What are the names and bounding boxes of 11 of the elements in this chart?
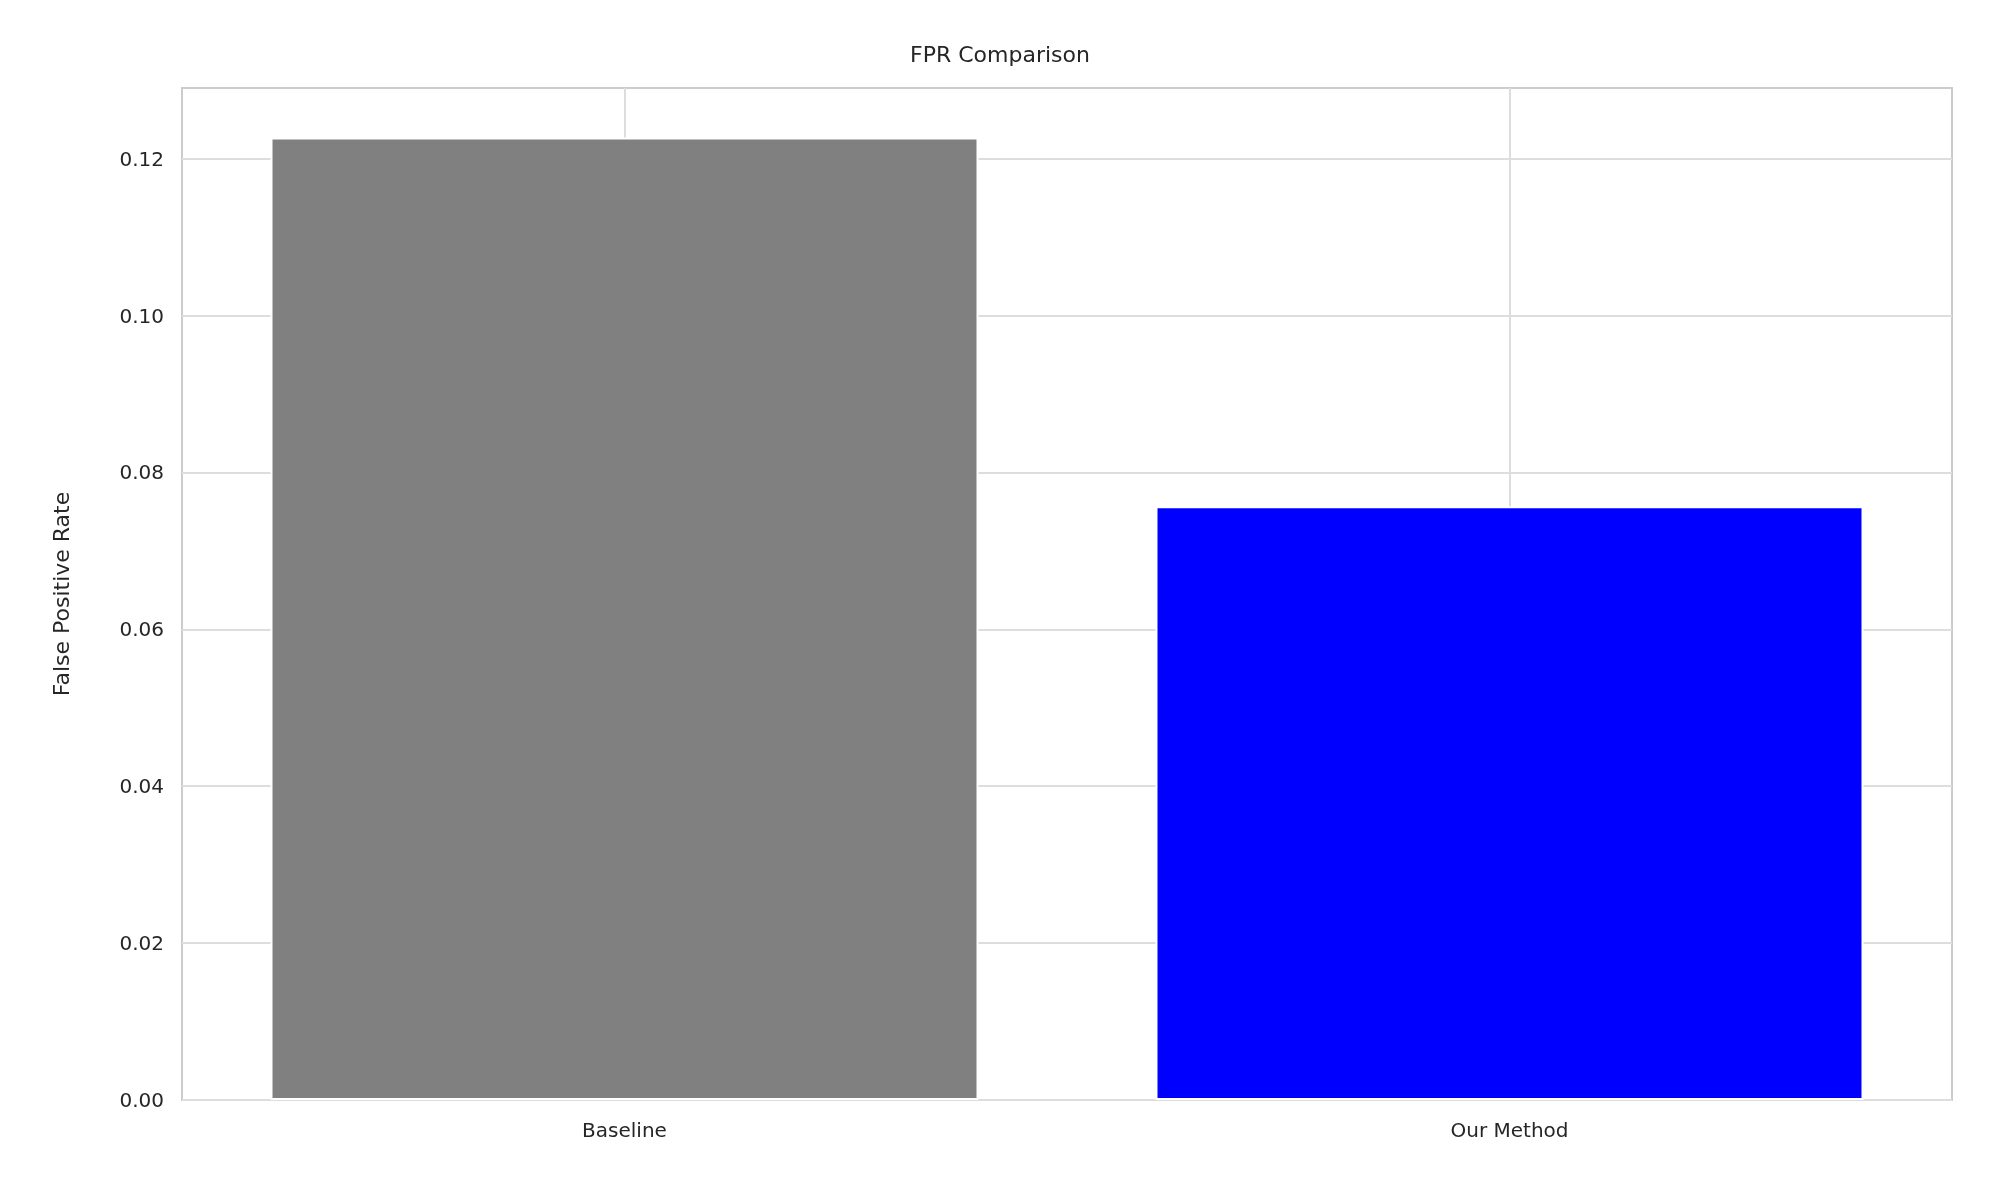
y-axis-title: False Positive Rate xyxy=(48,491,74,697)
y-tick-label: 0.10 xyxy=(119,303,164,328)
y-tick-label: 0.00 xyxy=(119,1088,164,1112)
x-tick-label: Our Method xyxy=(1450,1118,1569,1142)
y-tick-label: 0.12 xyxy=(119,146,164,171)
y-tick-label: 0.06 xyxy=(119,617,164,642)
chart-title: FPR Comparison xyxy=(910,41,1090,67)
y-tick-label: 0.02 xyxy=(119,931,164,956)
y-tick-label: 0.04 xyxy=(119,774,164,799)
y-tick-label: 0.08 xyxy=(119,460,164,485)
x-tick-label: Baseline xyxy=(582,1118,667,1142)
